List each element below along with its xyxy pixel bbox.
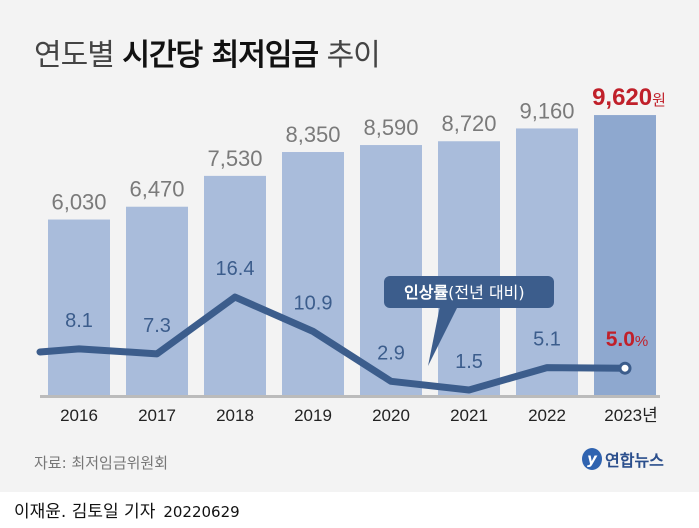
rate-label: 1.5 (455, 351, 483, 373)
source-note: 자료: 최저임금위원회 (34, 454, 169, 472)
bar (48, 219, 110, 395)
callout-label: 인상률(전년 대비) (404, 283, 525, 302)
unit-label: 원 (652, 92, 666, 109)
bar-label: 7,530 (207, 146, 262, 171)
logo-mark-icon: y (582, 448, 602, 470)
title-bold: 시간당 최저임금 (122, 38, 319, 73)
rate-label: 7.3 (143, 315, 171, 337)
x-tick-label: 2017 (138, 406, 176, 425)
percent-unit: % (635, 333, 648, 350)
chart-title: 연도별 시간당 최저임금 추이 (34, 30, 381, 74)
x-tick-label: 2023년 (604, 406, 657, 425)
bar-label: 8,350 (285, 122, 340, 147)
yonhap-logo: y 연합뉴스 (582, 447, 664, 471)
rate-label: 8.1 (65, 310, 93, 332)
rate-label: 5.1 (533, 329, 561, 351)
callout-pointer (428, 306, 458, 366)
callout-box (384, 276, 554, 308)
title-part: 연도별 (34, 38, 115, 73)
bar-label: 9,160 (519, 98, 574, 123)
bar (126, 206, 188, 395)
bar (516, 128, 578, 395)
rate-label: 10.9 (294, 292, 333, 314)
callout-sub: (전년 대비) (448, 283, 524, 302)
x-tick-label: 2019 (294, 406, 332, 425)
bar (204, 175, 266, 395)
rate-label: 16.4 (216, 258, 255, 280)
credit: 이재윤. 김토일 기자 20220629 (14, 497, 240, 522)
rate-point-marker (618, 361, 632, 375)
baseline (40, 395, 660, 398)
bar (360, 145, 422, 395)
x-tick-label: 2022 (528, 406, 566, 425)
x-tick-label: 2018 (216, 406, 254, 425)
x-tick-label: 2020 (372, 406, 410, 425)
title-part: 추이 (326, 38, 381, 73)
credit-date: 20220629 (163, 503, 240, 521)
bar-label: 6,030 (51, 190, 106, 215)
chart: 6,030 2016 6,470 2017 7,530 2018 8,350 2019 8,59… (36, 84, 666, 425)
rate-label: 5.0% (606, 328, 649, 351)
bar-label: 6,470 (129, 177, 184, 202)
bar (438, 141, 500, 395)
credit-authors: 이재윤. 김토일 기자 (14, 502, 156, 522)
chart-panel (0, 0, 699, 492)
logo-text: 연합뉴스 (605, 451, 664, 470)
bar-label: 9,620원 (592, 84, 666, 111)
rate-line (36, 293, 629, 394)
bar-label: 8,590 (363, 115, 418, 140)
x-tick-label: 2016 (60, 406, 98, 425)
rate-label: 2.9 (377, 342, 405, 364)
x-tick-label: 2021 (450, 406, 488, 425)
bar (594, 115, 656, 396)
bar (282, 152, 344, 395)
bar-label: 8,720 (441, 111, 496, 136)
